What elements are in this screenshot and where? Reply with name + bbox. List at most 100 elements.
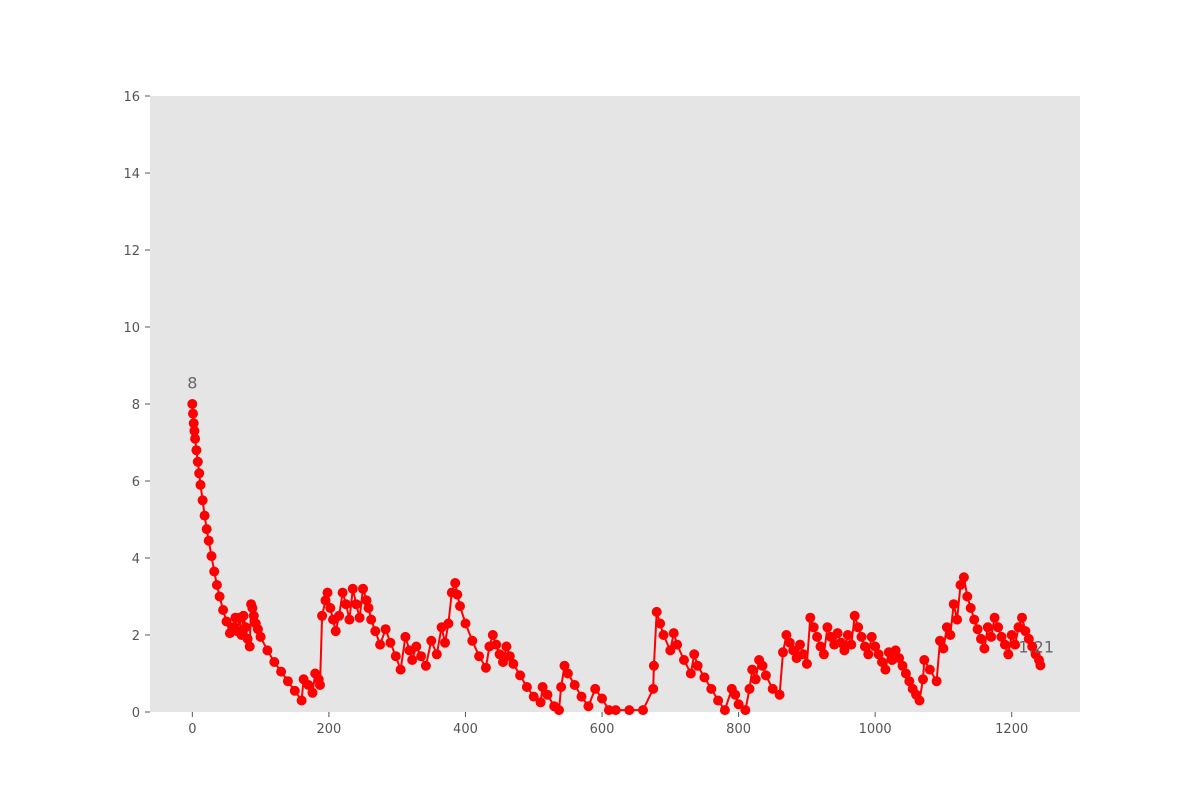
data-point (655, 618, 666, 629)
data-point (784, 637, 795, 648)
y-tick-label: 6 (132, 475, 140, 490)
data-point (420, 660, 431, 671)
data-point (818, 649, 829, 660)
data-point (214, 591, 225, 602)
data-point (877, 657, 887, 667)
data-point (788, 645, 799, 656)
data-point (900, 668, 911, 679)
data-point (918, 674, 928, 685)
data-point (962, 591, 973, 602)
data-point (972, 624, 983, 635)
data-point (808, 622, 819, 633)
data-point (504, 651, 515, 662)
data-point (375, 639, 386, 650)
data-point (411, 641, 422, 652)
data-point (238, 610, 249, 621)
data-point (658, 630, 669, 640)
data-point (576, 691, 587, 702)
data-point (325, 603, 336, 613)
data-point (590, 683, 601, 694)
data-point (679, 655, 689, 665)
data-point (1017, 612, 1027, 623)
data-point (979, 643, 990, 654)
data-point (931, 676, 942, 687)
data-point (651, 606, 662, 617)
data-point (289, 685, 300, 696)
data-point (562, 668, 573, 679)
y-tick-label: 14 (123, 167, 140, 182)
data-point (460, 618, 471, 629)
annotation-start-value: 8 (187, 374, 197, 393)
data-point (221, 616, 232, 627)
data-point (880, 664, 891, 675)
data-point (528, 691, 539, 702)
data-point (354, 612, 365, 623)
data-point (812, 631, 823, 642)
y-tick-label: 12 (123, 244, 140, 259)
data-point (395, 664, 406, 675)
data-point (1006, 630, 1017, 640)
data-point (914, 695, 925, 706)
data-point (317, 610, 328, 621)
data-point (1003, 649, 1014, 660)
data-point (719, 705, 730, 716)
data-point (873, 649, 884, 660)
data-point (689, 649, 700, 660)
data-point (706, 683, 717, 694)
data-point (467, 635, 478, 646)
data-point (863, 649, 874, 660)
data-point (672, 639, 683, 650)
data-point (890, 645, 901, 656)
data-point (986, 631, 997, 642)
data-point (859, 641, 870, 652)
data-point (206, 551, 217, 562)
data-point (554, 705, 564, 716)
data-point (757, 660, 768, 671)
data-point (351, 599, 362, 610)
data-point (190, 433, 201, 444)
data-point (832, 628, 843, 639)
data-point (334, 610, 345, 621)
data-point (508, 658, 519, 669)
data-point (361, 595, 372, 606)
data-point (188, 418, 199, 429)
data-point (760, 670, 771, 681)
data-point (699, 672, 710, 683)
series-points (187, 399, 1046, 716)
data-point (904, 676, 915, 687)
data-point (218, 605, 229, 615)
data-point (958, 572, 969, 583)
data-point (407, 655, 418, 665)
x-tick-label: 600 (590, 722, 615, 737)
data-point (798, 649, 809, 660)
data-point (597, 693, 607, 704)
data-point (498, 657, 508, 667)
data-point (836, 637, 846, 648)
y-tick-label: 8 (132, 398, 140, 413)
data-point (187, 399, 198, 409)
data-point (941, 622, 952, 633)
data-point (521, 682, 532, 692)
data-point (556, 682, 567, 692)
data-point (730, 689, 741, 700)
data-point (805, 612, 816, 623)
data-point (515, 670, 526, 681)
data-point (337, 587, 348, 598)
data-point (774, 689, 785, 700)
data-point (894, 653, 905, 664)
data-point (307, 687, 318, 698)
x-tick-label: 800 (726, 722, 751, 737)
data-point (248, 610, 259, 621)
data-point (935, 635, 945, 646)
data-point (242, 633, 253, 644)
data-point (744, 683, 755, 694)
data-point (952, 614, 963, 625)
data-point (965, 603, 976, 613)
data-point (191, 445, 202, 456)
data-point (189, 425, 200, 436)
data-point (692, 660, 703, 671)
data-point (344, 614, 355, 625)
data-point (610, 705, 621, 716)
data-point (781, 630, 792, 640)
